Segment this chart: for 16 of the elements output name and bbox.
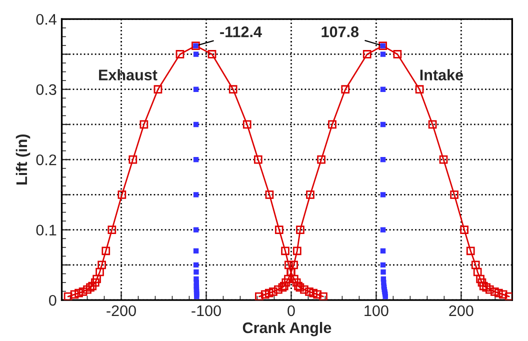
y-tick-label: 0: [49, 294, 56, 306]
y-tick-label: 0.1: [36, 224, 56, 236]
x-axis-title: Crank Angle: [242, 322, 332, 336]
series-label: Exhaust: [99, 69, 158, 80]
y-tick-label: 0.2: [36, 154, 56, 166]
x-tick-label: 0: [288, 305, 295, 316]
y-tick-label: 0.4: [36, 14, 56, 25]
x-tick-label: 100: [364, 305, 388, 316]
y-axis-title: Lift (in): [16, 134, 30, 184]
y-tick-label: 0.3: [36, 84, 56, 96]
annotation: 107.8: [322, 26, 359, 38]
series-label: Intake: [420, 69, 463, 80]
x-tick-label: 200: [449, 305, 474, 316]
x-tick-label: -100: [192, 305, 221, 316]
annotation: -112.4: [220, 26, 262, 38]
x-tick-label: -200: [106, 305, 136, 316]
